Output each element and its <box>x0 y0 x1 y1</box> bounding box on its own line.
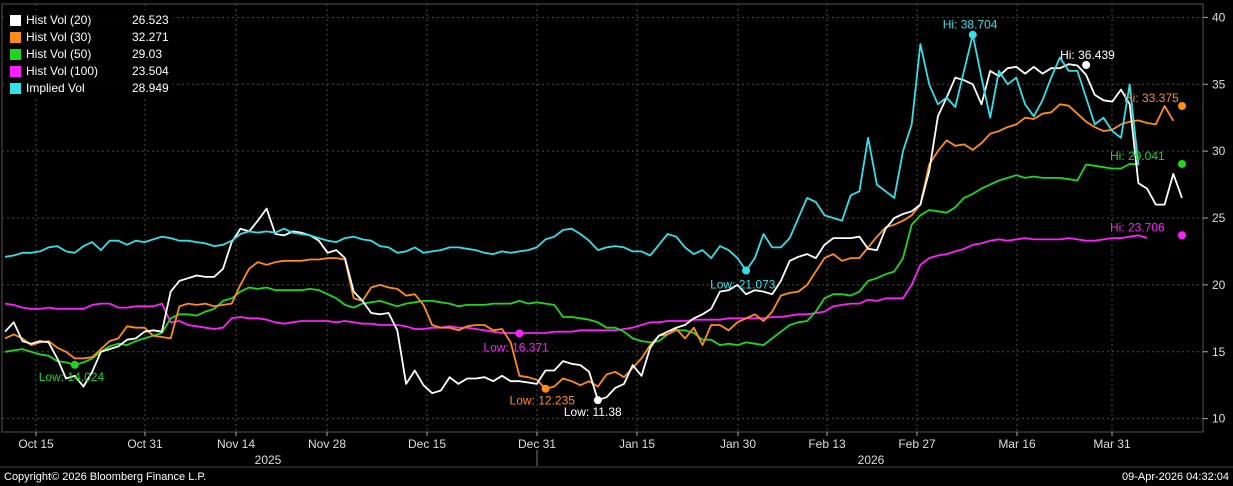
annotation-marker <box>1178 101 1186 110</box>
x-tick-label: Jan 15 <box>619 437 655 451</box>
copyright-text: Copyright© 2026 Bloomberg Finance L.P. <box>4 471 207 483</box>
legend-item: Hist Vol (50) 29.03 <box>10 46 169 63</box>
legend-label: Hist Vol (100) <box>26 64 99 78</box>
annotation-label: Low: 12.235 <box>510 394 576 408</box>
annotation-label: Low: 16.371 <box>483 340 549 354</box>
y-tick-label: 40 <box>1212 10 1226 24</box>
series-line <box>4 33 1140 272</box>
annotation-marker <box>742 266 751 275</box>
year-label: 2026 <box>858 453 885 467</box>
y-tick-label: 10 <box>1212 412 1226 426</box>
annotation-label: Hi: 33.375 <box>1124 91 1179 105</box>
legend-label: Hist Vol (20) <box>26 13 92 27</box>
x-tick-label: Oct 15 <box>18 437 54 451</box>
legend-item: Hist Vol (20) 26.523 <box>10 12 169 29</box>
annotation-marker <box>593 396 602 405</box>
x-tick-label: Nov 28 <box>308 437 346 451</box>
legend-item: Hist Vol (100) 23.504 <box>10 63 169 80</box>
chart-legend: Hist Vol (20) 26.523 Hist Vol (30) 32.271 Hi… <box>6 10 173 99</box>
annotation-marker <box>1082 61 1091 70</box>
x-tick-label: Oct 31 <box>127 437 163 451</box>
series-line <box>4 63 1183 402</box>
annotation-label: Hi: 36.439 <box>1060 48 1115 62</box>
legend-value: 23.504 <box>132 64 169 78</box>
y-tick-label: 35 <box>1212 77 1226 91</box>
legend-swatch <box>10 66 21 77</box>
annotation-marker <box>70 360 79 369</box>
annotation-label: Low: 14.024 <box>39 370 105 384</box>
legend-value: 28.949 <box>132 81 169 95</box>
legend-label: Hist Vol (30) <box>26 30 92 44</box>
series-line <box>4 103 1175 390</box>
x-tick-label: Mar 16 <box>998 437 1036 451</box>
y-tick-label: 15 <box>1212 345 1226 359</box>
x-tick-label: Dec 31 <box>518 437 556 451</box>
annotation-label: Hi: 23.706 <box>1110 220 1165 234</box>
x-tick-label: Feb 13 <box>808 437 846 451</box>
legend-swatch <box>10 83 21 94</box>
legend-swatch <box>10 32 21 43</box>
year-label: 2025 <box>255 453 282 467</box>
x-tick-label: Dec 15 <box>408 437 446 451</box>
legend-item: Hist Vol (30) 32.271 <box>10 29 169 46</box>
annotation-label: Low: 21.073 <box>710 278 776 292</box>
legend-swatch <box>10 49 21 60</box>
x-tick-label: Jan 30 <box>720 437 756 451</box>
x-tick-label: Feb 27 <box>898 437 936 451</box>
annotation-label: Low: 11.38 <box>564 405 622 419</box>
timestamp-text: 09-Apr-2026 04:32:04 <box>1121 471 1229 483</box>
legend-swatch <box>10 15 21 26</box>
legend-label: Hist Vol (50) <box>26 47 92 61</box>
legend-value: 26.523 <box>132 13 169 27</box>
annotation-marker <box>1178 231 1186 240</box>
x-tick-label: Mar 31 <box>1093 437 1131 451</box>
annotation-label: Hi: 38.704 <box>943 18 998 32</box>
series-line <box>4 234 1148 335</box>
legend-label: Implied Vol <box>26 81 85 95</box>
legend-value: 32.271 <box>132 30 169 44</box>
annotation-marker <box>968 30 977 39</box>
x-tick-label: Nov 14 <box>217 437 255 451</box>
annotation-marker <box>515 329 524 338</box>
annotation-marker <box>541 384 550 393</box>
y-tick-label: 25 <box>1212 211 1226 225</box>
legend-item: Implied Vol 28.949 <box>10 80 169 97</box>
y-tick-label: 30 <box>1212 144 1226 158</box>
y-tick-label: 20 <box>1212 278 1226 292</box>
legend-value: 29.03 <box>132 47 163 61</box>
annotation-label: Hi: 29.041 <box>1110 149 1165 163</box>
annotation-marker <box>1178 159 1186 168</box>
series-line <box>4 163 1139 366</box>
